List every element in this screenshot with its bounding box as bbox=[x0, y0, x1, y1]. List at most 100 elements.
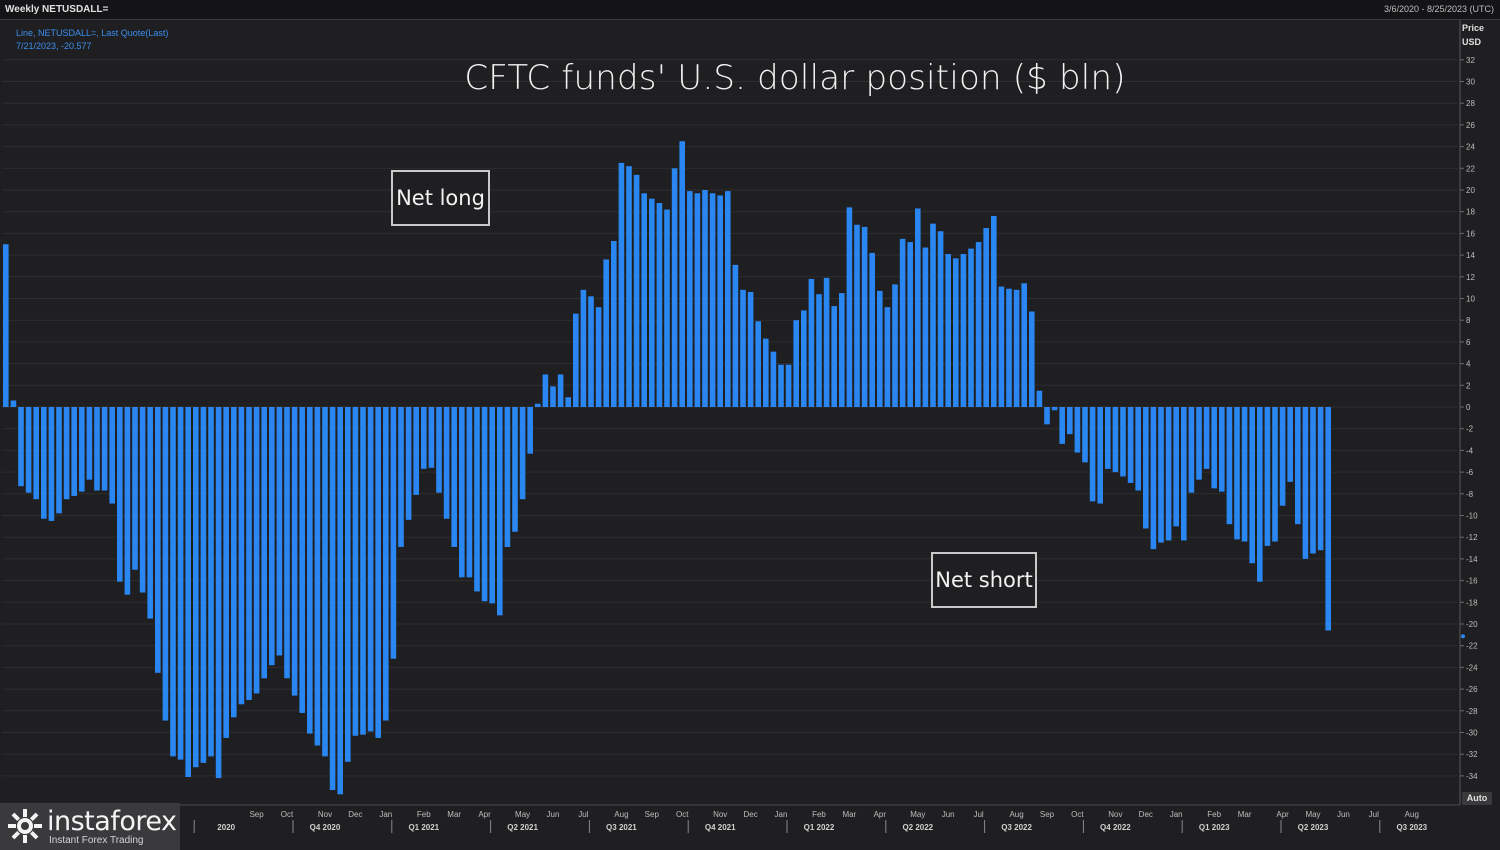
bar[interactable] bbox=[679, 141, 685, 408]
bar[interactable] bbox=[170, 407, 176, 757]
bar[interactable] bbox=[1219, 407, 1225, 492]
bar[interactable] bbox=[345, 407, 351, 762]
bar[interactable] bbox=[1135, 407, 1141, 491]
bar[interactable] bbox=[223, 407, 229, 738]
bar[interactable] bbox=[261, 407, 267, 679]
bar[interactable] bbox=[1165, 407, 1172, 541]
bar[interactable] bbox=[398, 407, 404, 547]
bar[interactable] bbox=[831, 306, 837, 407]
bar[interactable] bbox=[246, 407, 252, 700]
bar[interactable] bbox=[1097, 407, 1103, 504]
bar[interactable] bbox=[48, 407, 55, 521]
bar[interactable] bbox=[998, 286, 1005, 407]
bar[interactable] bbox=[1089, 407, 1096, 502]
bar[interactable] bbox=[1067, 407, 1073, 435]
bar[interactable] bbox=[725, 191, 731, 407]
bar[interactable] bbox=[1029, 311, 1035, 407]
bar[interactable] bbox=[694, 193, 701, 407]
bar[interactable] bbox=[79, 407, 85, 492]
bar[interactable] bbox=[139, 407, 146, 593]
bar[interactable] bbox=[489, 407, 495, 604]
bar[interactable] bbox=[1295, 407, 1301, 525]
bar[interactable] bbox=[1211, 407, 1217, 489]
legend-series[interactable]: Line, NETUSDALL=, Last Quote(Last) bbox=[16, 28, 169, 38]
bar[interactable] bbox=[671, 168, 678, 407]
instrument-label[interactable]: Weekly NETUSDALL= bbox=[5, 4, 109, 15]
bar[interactable] bbox=[504, 407, 511, 547]
bar[interactable] bbox=[466, 407, 473, 578]
bar[interactable] bbox=[109, 407, 115, 504]
bar[interactable] bbox=[63, 407, 70, 500]
bar[interactable] bbox=[94, 407, 100, 491]
bar[interactable] bbox=[823, 277, 830, 407]
bar[interactable] bbox=[785, 364, 792, 407]
bar[interactable] bbox=[18, 407, 24, 487]
bar[interactable] bbox=[550, 386, 556, 407]
bar[interactable] bbox=[656, 203, 663, 407]
bar[interactable] bbox=[1264, 407, 1271, 546]
bar[interactable] bbox=[185, 407, 191, 777]
bar[interactable] bbox=[155, 407, 161, 673]
bar[interactable] bbox=[1150, 407, 1157, 550]
bar[interactable] bbox=[1021, 283, 1027, 407]
bar[interactable] bbox=[747, 291, 754, 407]
bar[interactable] bbox=[124, 407, 131, 595]
bar[interactable] bbox=[953, 258, 959, 407]
bar[interactable] bbox=[436, 407, 442, 493]
bar[interactable] bbox=[101, 407, 108, 491]
bar[interactable] bbox=[1059, 407, 1065, 444]
bar[interactable] bbox=[512, 407, 518, 532]
bar[interactable] bbox=[231, 407, 237, 718]
bar[interactable] bbox=[1105, 407, 1111, 469]
bar[interactable] bbox=[968, 248, 974, 407]
bar[interactable] bbox=[907, 242, 913, 407]
bar[interactable] bbox=[284, 407, 290, 679]
bar[interactable] bbox=[208, 407, 214, 757]
bar[interactable] bbox=[253, 407, 260, 694]
bar[interactable] bbox=[1325, 407, 1331, 631]
bar[interactable] bbox=[573, 313, 579, 407]
bar[interactable] bbox=[162, 407, 169, 721]
bar[interactable] bbox=[459, 407, 465, 578]
auto-scale-button[interactable]: Auto bbox=[1462, 792, 1492, 805]
bar[interactable] bbox=[702, 190, 708, 407]
bar[interactable] bbox=[778, 364, 784, 407]
bar[interactable] bbox=[1158, 407, 1164, 543]
date-range-label[interactable]: 3/6/2020 - 8/25/2023 (UTC) bbox=[1383, 4, 1494, 14]
bar[interactable] bbox=[329, 407, 336, 791]
bar[interactable] bbox=[307, 407, 313, 734]
bar[interactable] bbox=[443, 407, 450, 519]
bar[interactable] bbox=[1112, 407, 1119, 473]
bar[interactable] bbox=[770, 351, 777, 407]
bar[interactable] bbox=[200, 407, 207, 763]
bar[interactable] bbox=[367, 407, 374, 732]
bar[interactable] bbox=[1051, 407, 1058, 411]
bar[interactable] bbox=[383, 407, 389, 721]
bar[interactable] bbox=[25, 407, 32, 493]
bar[interactable] bbox=[10, 400, 17, 407]
bar[interactable] bbox=[314, 407, 321, 746]
bar[interactable] bbox=[390, 407, 397, 659]
bar[interactable] bbox=[527, 407, 533, 454]
bar[interactable] bbox=[519, 407, 526, 500]
bar[interactable] bbox=[991, 216, 997, 407]
bar[interactable] bbox=[1143, 407, 1149, 529]
bar[interactable] bbox=[892, 284, 898, 407]
bar[interactable] bbox=[877, 290, 883, 407]
bar[interactable] bbox=[428, 407, 435, 468]
bar[interactable] bbox=[177, 407, 184, 760]
bar[interactable] bbox=[535, 403, 541, 407]
bar[interactable] bbox=[557, 374, 564, 407]
bar[interactable] bbox=[215, 407, 222, 779]
bar[interactable] bbox=[337, 407, 343, 795]
bar[interactable] bbox=[626, 166, 632, 407]
bar[interactable] bbox=[709, 193, 716, 407]
bar[interactable] bbox=[299, 407, 305, 713]
bar[interactable] bbox=[808, 278, 815, 407]
bar[interactable] bbox=[421, 407, 427, 469]
bar[interactable] bbox=[1120, 407, 1126, 477]
bar[interactable] bbox=[1272, 407, 1278, 542]
bar[interactable] bbox=[497, 407, 503, 616]
bar[interactable] bbox=[405, 407, 412, 520]
